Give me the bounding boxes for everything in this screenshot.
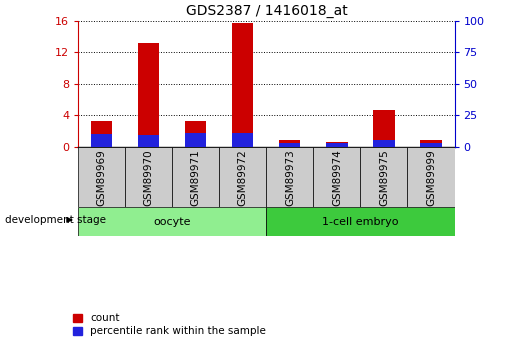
Bar bbox=[138, 43, 160, 147]
Bar bbox=[185, 133, 207, 147]
Bar bbox=[373, 140, 394, 147]
Bar bbox=[78, 207, 267, 236]
Title: GDS2387 / 1416018_at: GDS2387 / 1416018_at bbox=[185, 4, 347, 18]
Text: development stage: development stage bbox=[5, 215, 106, 225]
Text: GSM89972: GSM89972 bbox=[238, 150, 248, 206]
Text: 1-cell embryo: 1-cell embryo bbox=[322, 217, 398, 227]
Text: GSM89970: GSM89970 bbox=[144, 150, 154, 206]
Bar bbox=[326, 143, 347, 147]
Bar bbox=[420, 140, 441, 147]
Bar bbox=[314, 147, 361, 207]
Bar bbox=[219, 147, 267, 207]
Bar bbox=[420, 144, 441, 147]
Bar bbox=[125, 147, 172, 207]
Legend: count, percentile rank within the sample: count, percentile rank within the sample bbox=[73, 313, 266, 336]
Text: GSM89999: GSM89999 bbox=[426, 150, 436, 206]
Bar bbox=[138, 135, 160, 147]
Bar bbox=[232, 23, 254, 147]
Text: GSM89974: GSM89974 bbox=[332, 150, 342, 206]
Bar bbox=[373, 110, 394, 147]
Text: GSM89975: GSM89975 bbox=[379, 150, 389, 206]
Bar bbox=[361, 147, 408, 207]
Bar bbox=[267, 207, 454, 236]
Text: GSM89973: GSM89973 bbox=[285, 150, 295, 206]
Bar bbox=[408, 147, 454, 207]
Bar bbox=[172, 147, 219, 207]
Bar bbox=[232, 133, 254, 147]
Bar bbox=[91, 121, 113, 147]
Bar bbox=[267, 147, 314, 207]
Bar bbox=[185, 121, 207, 147]
Text: oocyte: oocyte bbox=[154, 217, 191, 227]
Bar bbox=[279, 144, 300, 147]
Bar bbox=[279, 139, 300, 147]
Bar bbox=[91, 134, 113, 147]
Bar bbox=[78, 147, 125, 207]
Text: GSM89971: GSM89971 bbox=[191, 150, 201, 206]
Text: GSM89969: GSM89969 bbox=[97, 150, 107, 206]
Bar bbox=[326, 142, 347, 147]
